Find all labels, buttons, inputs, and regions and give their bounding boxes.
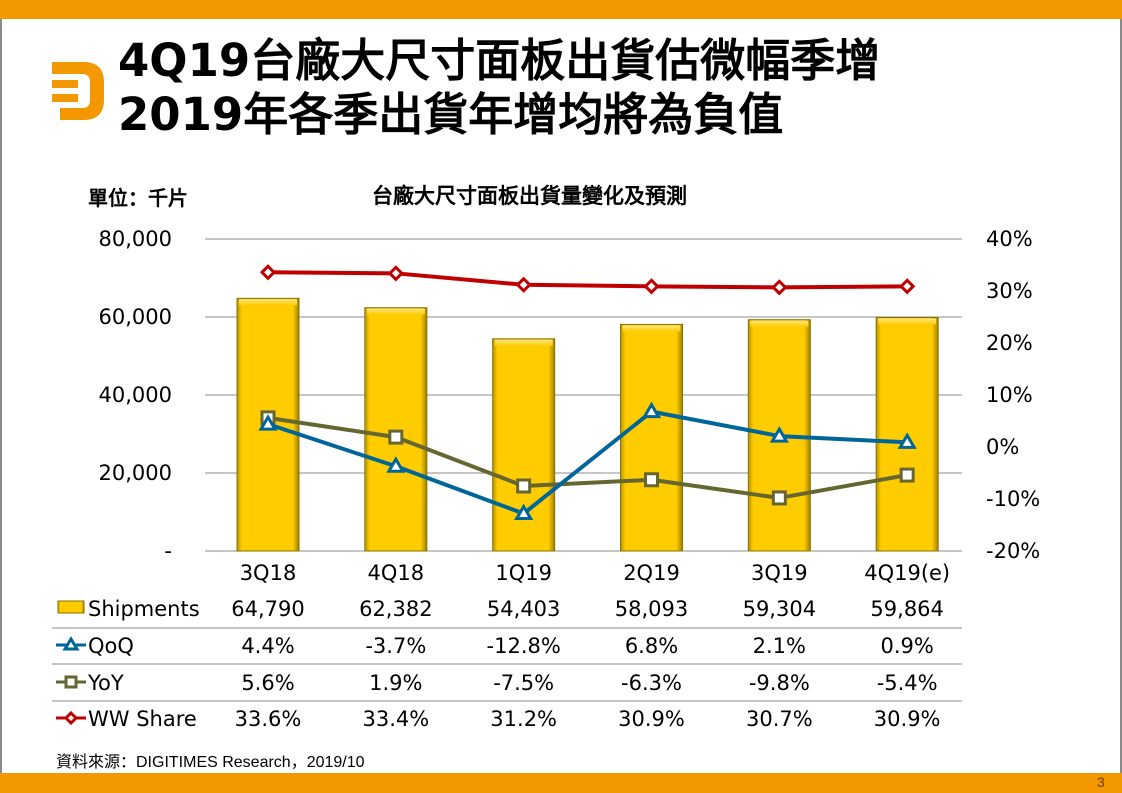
table-cell-yoy: 5.6% [241,671,294,695]
axes: - 20,000 40,000 60,000 80,000 -20% -10% 0% 10% 20… [99,227,1041,563]
y-right-tick-label: 30% [986,279,1033,303]
qoq-point [258,414,278,431]
legend-label-qoq: QoQ [88,634,134,658]
qoq-point [386,456,406,473]
bar-body [620,323,683,552]
table-cell-ww-share: 30.9% [618,707,685,731]
yoy-line [267,415,908,500]
qoq-point [897,432,917,449]
lines [258,264,917,521]
y-left-tick-label: 20,000 [99,461,172,485]
category-label: 2Q19 [623,561,680,585]
legend-marker-yoy [64,675,78,689]
y-left-tick-label: 60,000 [99,305,172,329]
ww-share-point [899,278,916,295]
y-left-tick-label: - [164,539,172,563]
category-label: 3Q19 [751,561,808,585]
y-left-tick-label: 40,000 [99,383,172,407]
slide-title-line2: 2019年各季出貨年增均將為負值 [118,88,784,141]
ww-share-point [259,264,277,281]
digitimes-logo-icon [52,62,104,120]
unit-label: 單位：千片 [88,186,188,210]
legend-label-yoy: YoY [87,671,124,695]
ww-share-line [267,270,908,290]
qoq-point [514,503,534,521]
legend-key-shipments [57,600,85,614]
table-cell-yoy: -5.4% [877,671,938,695]
y-right-tick-label: 40% [986,227,1033,251]
slide-title-line1: 4Q19台廠大尺寸面板出貨估微幅季增 [118,34,881,87]
table-cell-qoq: -12.8% [487,634,561,658]
y-right-tick-label: -10% [986,487,1040,511]
bar-highlight [622,325,681,332]
bar-highlight [494,339,553,346]
right-border [1120,19,1122,773]
top-accent-bar [0,0,1122,19]
chart-title: 台廠大尺寸面板出貨量變化及預測 [372,184,687,208]
bar [620,323,683,552]
yoy-point [388,429,404,445]
legend-marker-ww-share [63,710,79,726]
table-cell-shipments: 62,382 [359,597,432,621]
ww-share-point [515,276,532,293]
bar-highlight [750,320,809,327]
bar-highlight [239,299,297,306]
table-cell-shipments: 59,304 [743,597,816,621]
table-cell-qoq: 6.8% [625,634,678,658]
table-cell-shipments: 54,403 [487,597,560,621]
table-cell-shipments: 59,864 [870,597,943,621]
y-right-tick-label: 20% [986,331,1033,355]
category-label: 4Q19(e) [864,561,950,585]
page-number: 3 [1097,774,1105,790]
table-cell-yoy: -9.8% [749,671,810,695]
table-cell-ww-share: 33.4% [362,707,429,731]
yoy-point [899,467,915,483]
category-label: 1Q19 [495,561,552,585]
y-right-tick-label: 0% [986,435,1019,459]
category-label: 4Q18 [368,561,425,585]
ww-share-point [643,278,660,295]
legend-label-ww-share: WW Share [88,707,197,731]
qoq-point [769,426,789,443]
slide-title: 4Q19台廠大尺寸面板出貨估微幅季增 2019年各季出貨年增均將為負值 [118,34,880,142]
qoq-point [641,401,662,419]
table-cell-ww-share: 30.7% [746,707,813,731]
bottom-accent-bar [0,773,1122,793]
qoq-line [267,409,908,516]
table-cell-qoq: 4.4% [241,634,294,658]
source-note: 資料來源：DIGITIMES Research，2019/10 [56,754,365,771]
yoy-point [644,472,659,488]
table-cell-yoy: -7.5% [493,671,554,695]
bar [364,307,428,552]
bar-body [364,307,428,552]
ww-share-point [387,265,404,282]
data-table: 3Q18 4Q18 1Q19 2Q19 3Q19 4Q19(e) Shipments 64,7… [52,561,962,731]
bar-highlight [366,308,425,315]
ww-share-point [771,279,788,296]
y-right-tick-label: 10% [986,383,1033,407]
table-cell-ww-share: 31.2% [490,707,557,731]
category-label: 3Q18 [240,561,297,585]
yoy-point [771,490,787,506]
legend-label-shipments: Shipments [88,597,200,621]
table-cell-ww-share: 30.9% [874,707,941,731]
table-cell-yoy: 1.9% [369,671,422,695]
table-cell-shipments: 64,790 [231,597,304,621]
yoy-point [516,478,532,494]
bar-highlight [878,318,937,325]
y-left-tick-label: 80,000 [99,227,172,251]
table-cell-shipments: 58,093 [615,597,688,621]
table-cell-qoq: 2.1% [753,634,806,658]
gridlines [205,238,962,552]
bars [236,297,939,552]
table-cell-ww-share: 33.6% [235,707,302,731]
legend-marker-qoq [62,636,80,651]
table-cell-qoq: -3.7% [365,634,426,658]
table-cell-yoy: -6.3% [621,671,682,695]
y-right-tick-label: -20% [986,539,1040,563]
left-border [0,19,2,773]
table-cell-qoq: 0.9% [880,634,933,658]
